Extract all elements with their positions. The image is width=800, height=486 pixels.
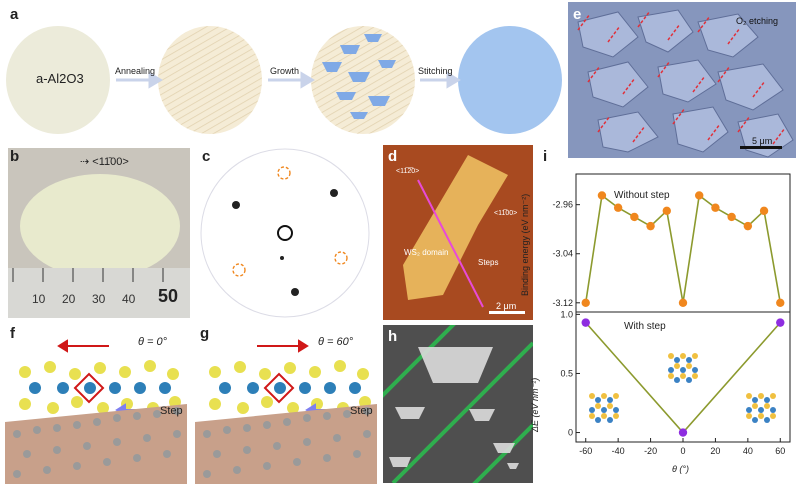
panel-h-schematic (383, 325, 533, 483)
scale-bar-e: 5 μm (752, 136, 773, 146)
theta-label-f: θ = 0° (138, 336, 168, 348)
steps-label: Steps (478, 258, 499, 267)
lower-data-point (678, 428, 688, 437)
lower-data-point (776, 318, 785, 327)
upper-plot-title: Without step (614, 190, 670, 201)
ruler-mark-40: 40 (122, 292, 136, 306)
upper-data-point (743, 221, 753, 231)
panel-b-photo (8, 148, 190, 318)
upper-data-point (678, 298, 688, 307)
theta-label-g: θ = 60° (318, 336, 354, 348)
panel-label-a: a (10, 6, 19, 23)
upper-data-point (662, 206, 671, 215)
step-label-g: Step (350, 405, 373, 417)
panel-label-h: h (388, 328, 398, 345)
panel-label-i: i (543, 148, 548, 165)
xtick-label: -60 (579, 446, 592, 456)
xtick-label: 60 (775, 446, 785, 456)
ws2-islands (322, 34, 396, 119)
panel-label-b: b (10, 148, 20, 165)
upper-data-point (776, 298, 785, 307)
ws2-domain-shape (403, 155, 508, 300)
lower-y-axis-label: ΔE (eV nm⁻¹) (530, 377, 540, 432)
upper-data-point (727, 212, 736, 222)
xtick-label: -20 (644, 446, 657, 456)
panel-a-schematic (6, 26, 562, 134)
panel-label-g: g (200, 325, 210, 342)
scale-bar-d: 2 μm (496, 301, 517, 311)
panel-c-diffraction (200, 148, 370, 318)
substrate-label: a-Al2O3 (36, 71, 84, 86)
upper-data-point (581, 298, 590, 307)
upper-y-axis-label: Binding energy (eV nm⁻²) (520, 193, 530, 296)
annealed-wafer (158, 26, 262, 134)
substrate-slab (195, 404, 377, 484)
lower-plot-title: With step (624, 321, 666, 332)
lower-ytick-label: 0 (568, 428, 573, 438)
etching-label: O₂ etching (736, 16, 779, 26)
panel-label-c: c (202, 148, 211, 165)
xtick-label: 40 (743, 446, 753, 456)
panel-label-d: d (388, 148, 398, 165)
panel-i-chart: -2.96 -3.04 -3.12 1.0 0.5 0 -60 -40 -20 0 20 40 60 (552, 173, 791, 456)
upper-plot-frame (575, 173, 791, 313)
panel-label-e: e (573, 6, 582, 23)
lower-ytick-label: 0.5 (560, 368, 573, 378)
xtick-label: 0 (680, 446, 685, 456)
panel-f-structure (5, 339, 187, 484)
wafer-photo (20, 174, 180, 278)
ruler-mark-30: 30 (92, 292, 106, 306)
direction-arrow-b: ⇢ <11̄00> (80, 156, 129, 168)
stitched-film (458, 26, 562, 134)
substrate-slab (5, 404, 187, 484)
step-label-f: Step (160, 405, 183, 417)
ruler-mark-20: 20 (62, 292, 76, 306)
direction-label-d2: <11̅00> (494, 210, 518, 217)
upper-ytick-label: -2.96 (552, 200, 573, 210)
direction-label-d1: <11̅2̅0> (396, 168, 420, 175)
upper-data-point (613, 203, 623, 212)
xtick-label: 20 (710, 446, 720, 456)
panel-e-sem-image (568, 2, 796, 158)
ruler-mark-10: 10 (32, 292, 46, 306)
ruler-mark-50: 50 (158, 286, 179, 306)
upper-data-point (630, 212, 639, 222)
hex-inset-right (746, 393, 776, 423)
upper-data-point (759, 206, 769, 215)
direction-label-b: <11̄00> (92, 156, 129, 168)
step-growth: Growth (270, 66, 300, 76)
xtick-label: -40 (612, 446, 625, 456)
lower-ytick-label: 1.0 (560, 309, 573, 319)
domain-label: WS₂ domain (404, 248, 449, 257)
panel-label-f: f (10, 325, 15, 342)
upper-ytick-label: -3.12 (552, 298, 573, 308)
upper-data-point (695, 191, 704, 200)
upper-data-point (646, 221, 655, 231)
ruler (8, 268, 190, 318)
lower-data-point (581, 318, 590, 327)
upper-data-point (597, 191, 607, 200)
panel-g-structure (195, 339, 377, 484)
step-annealing: Annealing (115, 66, 156, 76)
hex-inset-left (589, 393, 619, 423)
upper-series-line (584, 194, 782, 303)
x-axis-label: θ (°) (672, 464, 689, 474)
panel-d-afm-image (383, 145, 533, 320)
upper-data-point (711, 203, 720, 212)
sapphire-wafer (6, 26, 110, 134)
step-stitching: Stitching (418, 66, 453, 76)
hex-inset-center (668, 353, 698, 383)
upper-ytick-label: -3.04 (552, 249, 573, 259)
